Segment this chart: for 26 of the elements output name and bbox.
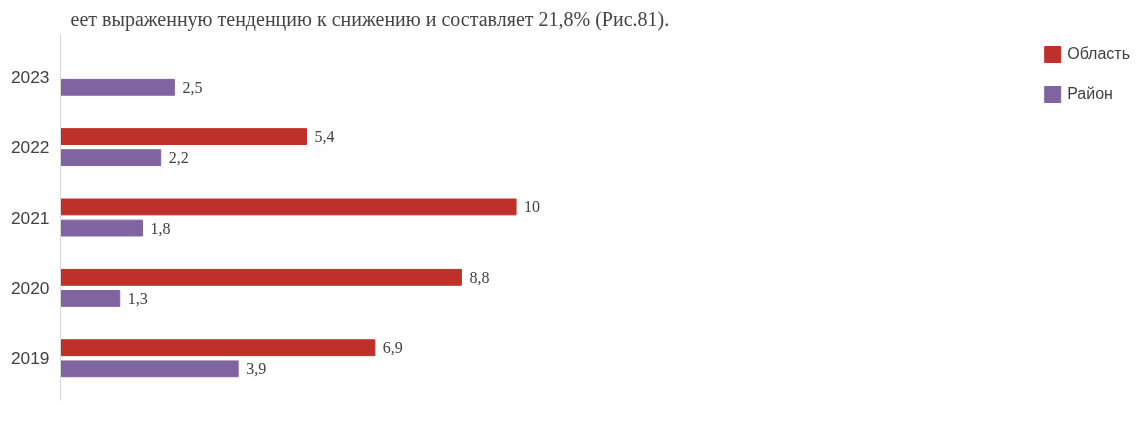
data-label: 5,4 [314, 128, 335, 146]
data-label: 1,3 [127, 289, 148, 307]
data-label: 2,5 [182, 78, 203, 96]
data-label: 8,8 [469, 268, 490, 286]
data-label: 6,9 [382, 339, 403, 357]
bar [60, 198, 517, 216]
legend-label: Район [1067, 85, 1113, 103]
bar [60, 290, 121, 307]
text: еет выраженную тенденцию к снижению и составляет 21,8% (Рис.81). [70, 7, 670, 31]
bar [60, 149, 162, 167]
bar [60, 78, 175, 96]
y-tick-label: 2019 [10, 348, 50, 369]
y-tick-label: 2023 [10, 66, 50, 87]
data-label: 10 [524, 198, 541, 216]
y-tick-label: 2022 [10, 137, 50, 158]
y-tick-label: 2020 [10, 277, 50, 298]
bar [60, 219, 143, 237]
bar [60, 360, 239, 378]
y-tick-label: 2021 [10, 207, 50, 228]
data-label: 1,8 [150, 219, 171, 237]
data-label: 2,2 [168, 149, 189, 167]
bar [60, 268, 462, 286]
bar [60, 339, 376, 357]
bar [60, 128, 307, 145]
legend-label: Область [1067, 45, 1130, 63]
data-label: 3,9 [246, 360, 267, 378]
